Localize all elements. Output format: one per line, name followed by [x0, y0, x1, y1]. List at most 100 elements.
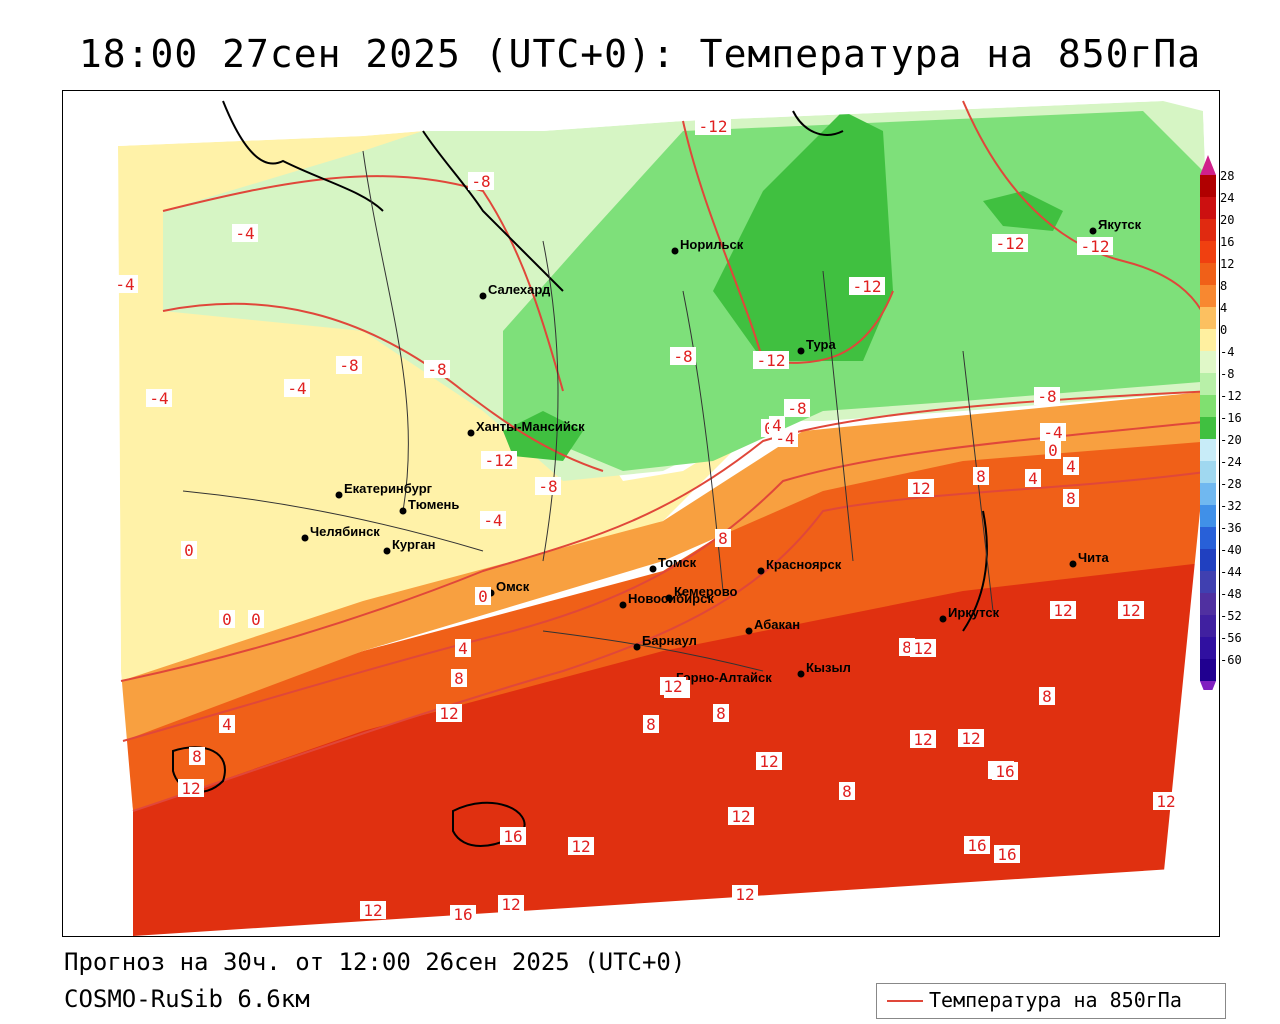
isotherm-label: 8	[715, 529, 731, 548]
svg-text:-4: -4	[149, 389, 168, 408]
colorbar-swatch	[1200, 373, 1216, 395]
domain-mask-left	[63, 91, 133, 936]
city-dot	[619, 601, 627, 609]
city-label: Иркутск	[948, 605, 1000, 620]
svg-text:0: 0	[184, 541, 194, 560]
colorbar-tick-label: -44	[1220, 565, 1242, 579]
svg-text:8: 8	[902, 638, 912, 657]
city-dot	[1089, 227, 1097, 235]
city-label: Тюмень	[408, 497, 459, 512]
colorbar-tick-label: -40	[1220, 543, 1242, 557]
city-label: Барнаул	[642, 633, 697, 648]
isotherm-label: 12	[728, 807, 754, 826]
warm-zone	[123, 421, 1219, 811]
isotherm-label: 4	[455, 639, 471, 658]
map-panel: Норильск Салехард Тура Якутск Ханты-Мансийск…	[62, 90, 1220, 937]
very-cold-zone	[713, 111, 893, 361]
isotherm-label: 16	[450, 905, 476, 924]
svg-text:4: 4	[1066, 457, 1076, 476]
svg-text:-8: -8	[538, 477, 557, 496]
city-label: Ханты-Мансийск	[476, 419, 585, 434]
city-dot	[757, 567, 765, 575]
svg-text:0: 0	[222, 610, 232, 629]
colorbar-swatch	[1200, 615, 1216, 637]
svg-text:0: 0	[1048, 441, 1058, 460]
colorbar-tick-label: 8	[1220, 279, 1227, 293]
city-label: Салехард	[488, 282, 551, 297]
colorbar-bottom-arrow	[1200, 681, 1216, 701]
svg-text:16: 16	[997, 845, 1016, 864]
city-dot	[797, 670, 805, 678]
colorbar-tick-label: 12	[1220, 257, 1234, 271]
isotherm-label: 4	[769, 416, 785, 435]
city-dot	[467, 429, 475, 437]
isotherm-label: -12	[481, 451, 517, 470]
isotherm-label: 0	[475, 587, 491, 606]
city-dot	[665, 594, 673, 602]
city-dot	[479, 292, 487, 300]
city-label: Екатеринбург	[344, 481, 433, 496]
colorbar-swatch	[1200, 593, 1216, 615]
colorbar-tick-label: -20	[1220, 433, 1242, 447]
city-dot	[399, 507, 407, 515]
colorbar-swatch	[1200, 307, 1216, 329]
colorbar-tick-label: -60	[1220, 653, 1242, 667]
city-dot	[335, 491, 343, 499]
isotherm-label: -12	[695, 117, 731, 136]
svg-text:-4: -4	[1043, 423, 1062, 442]
svg-text:-8: -8	[339, 356, 358, 375]
colorbar-tick-label: -36	[1220, 521, 1242, 535]
isotherm-label: 8	[189, 747, 205, 766]
isotherm-label: -12	[753, 351, 789, 370]
svg-text:12: 12	[1156, 792, 1175, 811]
isotherm-label: -4	[284, 379, 310, 398]
svg-text:12: 12	[911, 479, 930, 498]
colorbar-swatch	[1200, 329, 1216, 351]
svg-text:-8: -8	[1037, 387, 1056, 406]
svg-text:4: 4	[772, 416, 782, 435]
isotherm-label: 0	[1045, 441, 1061, 460]
isotherm-label: 8	[973, 467, 989, 486]
svg-text:8: 8	[718, 529, 728, 548]
svg-text:16: 16	[995, 762, 1014, 781]
svg-text:-12: -12	[485, 451, 514, 470]
svg-text:-12: -12	[853, 277, 882, 296]
page-title: 18:00 27сен 2025 (UTC+0): Температура на…	[78, 32, 1202, 76]
svg-text:-8: -8	[673, 347, 692, 366]
svg-text:8: 8	[646, 715, 656, 734]
colorbar-tick-label: 0	[1220, 323, 1227, 337]
isotherm-label: -8	[670, 347, 696, 366]
svg-text:4: 4	[222, 715, 232, 734]
colorbar-swatch	[1200, 659, 1216, 681]
svg-text:8: 8	[976, 467, 986, 486]
isotherm-label: 16	[964, 836, 990, 855]
svg-text:12: 12	[501, 895, 520, 914]
svg-text:4: 4	[458, 639, 468, 658]
isotherm-label: 12	[910, 639, 936, 658]
city-dot	[939, 615, 947, 623]
isotherm-label: -8	[336, 356, 362, 375]
colorbar-tick-label: -8	[1220, 367, 1234, 381]
city-label: Якутск	[1098, 217, 1142, 232]
isotherm-label: -4	[232, 224, 258, 243]
colorbar-swatch	[1200, 439, 1216, 461]
svg-text:-12: -12	[996, 234, 1025, 253]
svg-text:-8: -8	[427, 360, 446, 379]
colorbar-swatch	[1200, 637, 1216, 659]
city-dot	[649, 565, 657, 573]
svg-text:-4: -4	[483, 511, 502, 530]
isotherm-label: -8	[1034, 387, 1060, 406]
svg-text:12: 12	[1053, 601, 1072, 620]
svg-text:12: 12	[913, 730, 932, 749]
colorbar-swatch	[1200, 461, 1216, 483]
svg-text:12: 12	[663, 677, 682, 696]
colorbar-swatch	[1200, 241, 1216, 263]
isotherm-label: 8	[451, 669, 467, 688]
isotherm-label: 0	[219, 610, 235, 629]
isotherm-label: -4	[480, 511, 506, 530]
colorbar-swatch	[1200, 175, 1216, 197]
isotherm-label: 4	[1063, 457, 1079, 476]
isotherm-label: -4	[112, 275, 138, 294]
isotherm-label: 4	[219, 715, 235, 734]
city-label: Горно-Алтайск	[676, 670, 772, 685]
